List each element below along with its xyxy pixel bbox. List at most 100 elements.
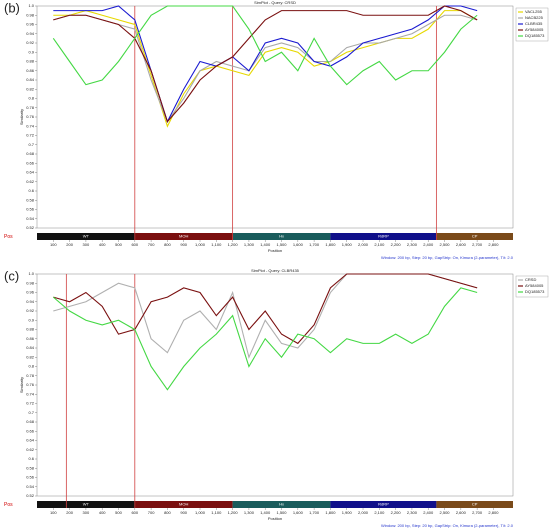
series-line bbox=[53, 5, 478, 123]
genome-region bbox=[37, 233, 135, 240]
x-tick-label: 2,000 bbox=[358, 242, 369, 247]
series-line bbox=[53, 5, 478, 124]
y-tick-label: 0.92 bbox=[26, 308, 35, 313]
y-tick-label: 0.96 bbox=[26, 290, 35, 295]
legend-label: VACL255 bbox=[525, 9, 543, 14]
genome-region bbox=[134, 501, 233, 508]
plot-area bbox=[36, 5, 514, 229]
genome-label: Pos bbox=[4, 234, 13, 240]
genome-region bbox=[436, 501, 513, 508]
x-tick-label: 2,300 bbox=[407, 510, 418, 515]
y-axis-label: Similarity bbox=[19, 377, 24, 393]
x-tick-label: 1,000 bbox=[195, 242, 206, 247]
y-tick-label: 0.6 bbox=[28, 188, 34, 193]
y-tick-label: 0.88 bbox=[26, 59, 35, 64]
y-tick-label: 1.0 bbox=[28, 271, 34, 276]
x-tick-label: 1,400 bbox=[260, 242, 271, 247]
y-tick-label: 0.76 bbox=[26, 114, 35, 119]
region-label: MOH bbox=[179, 234, 188, 239]
y-tick-label: 0.54 bbox=[26, 484, 35, 489]
x-tick-label: 100 bbox=[50, 242, 57, 247]
x-tick-label: 2,000 bbox=[358, 510, 369, 515]
y-tick-label: 0.72 bbox=[26, 401, 35, 406]
region-label: RdRP bbox=[378, 502, 389, 507]
x-axis-label: Position bbox=[268, 516, 282, 521]
x-tick-label: 2,800 bbox=[488, 242, 499, 247]
x-tick-label: 700 bbox=[148, 242, 155, 247]
x-tick-label: 1,800 bbox=[325, 242, 336, 247]
y-tick-label: 0.7 bbox=[28, 142, 34, 147]
y-tick-label: 0.56 bbox=[26, 207, 35, 212]
x-tick-label: 800 bbox=[164, 242, 171, 247]
x-tick-label: 300 bbox=[83, 510, 90, 515]
x-tick-label: 2,200 bbox=[391, 242, 402, 247]
legend-label: DQ185573 bbox=[525, 33, 545, 38]
x-tick-label: 2,700 bbox=[472, 510, 483, 515]
footer: Window: 200 bp, Step: 20 bp, GapStrip: O… bbox=[381, 523, 514, 528]
y-tick-label: 0.56 bbox=[26, 475, 35, 480]
y-tick-label: 0.9 bbox=[28, 317, 34, 322]
series-line bbox=[53, 273, 478, 359]
region-label: CP bbox=[472, 234, 478, 239]
series-line bbox=[53, 273, 478, 345]
y-tick-label: 0.66 bbox=[26, 428, 35, 433]
y-tick-label: 0.74 bbox=[26, 391, 35, 396]
y-tick-label: 0.6 bbox=[28, 456, 34, 461]
x-tick-label: 1,200 bbox=[228, 510, 239, 515]
y-tick-label: 0.86 bbox=[26, 68, 35, 73]
x-tick-label: 1,600 bbox=[293, 510, 304, 515]
legend-label: CLBR435 bbox=[525, 21, 543, 26]
y-tick-label: 0.66 bbox=[26, 160, 35, 165]
y-tick-label: 0.62 bbox=[26, 447, 35, 452]
y-tick-label: 0.62 bbox=[26, 179, 35, 184]
x-axis-label: Position bbox=[268, 248, 282, 253]
x-tick-label: 1,100 bbox=[211, 242, 222, 247]
y-tick-label: 0.78 bbox=[26, 105, 35, 110]
chart-title: SimPlot - Query: CLBR435 bbox=[251, 268, 300, 273]
x-tick-label: 400 bbox=[99, 242, 106, 247]
legend-label: AY584005 bbox=[525, 27, 544, 32]
series-line bbox=[53, 10, 478, 128]
x-tick-label: 1,400 bbox=[260, 510, 271, 515]
x-tick-label: 2,500 bbox=[440, 242, 451, 247]
x-tick-label: 1,500 bbox=[277, 510, 288, 515]
y-tick-label: 0.76 bbox=[26, 382, 35, 387]
region-label: CP bbox=[472, 502, 478, 507]
y-tick-label: 0.84 bbox=[26, 77, 35, 82]
x-tick-label: 2,500 bbox=[440, 510, 451, 515]
x-tick-label: 2,700 bbox=[472, 242, 483, 247]
y-tick-label: 0.82 bbox=[26, 86, 35, 91]
x-tick-label: 600 bbox=[131, 510, 138, 515]
region-label: WT bbox=[83, 502, 90, 507]
y-tick-label: 0.98 bbox=[26, 280, 35, 285]
x-tick-label: 2,400 bbox=[423, 510, 434, 515]
x-tick-label: 600 bbox=[131, 242, 138, 247]
x-tick-label: 900 bbox=[180, 242, 187, 247]
y-tick-label: 0.86 bbox=[26, 336, 35, 341]
y-tick-label: 0.84 bbox=[26, 345, 35, 350]
x-tick-label: 2,600 bbox=[456, 510, 467, 515]
y-tick-label: 0.92 bbox=[26, 40, 35, 45]
y-tick-label: 0.7 bbox=[28, 410, 34, 415]
x-tick-label: 1,300 bbox=[244, 510, 255, 515]
y-tick-label: 0.58 bbox=[26, 197, 35, 202]
legend-label: NACB225 bbox=[525, 15, 544, 20]
genome-region bbox=[37, 501, 135, 508]
x-tick-label: 1,900 bbox=[342, 510, 353, 515]
x-tick-label: 1,100 bbox=[211, 510, 222, 515]
y-tick-label: 0.8 bbox=[28, 96, 34, 101]
series-line bbox=[53, 14, 478, 123]
y-tick-label: 0.94 bbox=[26, 299, 35, 304]
y-tick-label: 0.9 bbox=[28, 49, 34, 54]
y-tick-label: 0.58 bbox=[26, 465, 35, 470]
x-tick-label: 500 bbox=[115, 242, 122, 247]
genome-region bbox=[330, 233, 437, 240]
region-label: Hx bbox=[279, 502, 284, 507]
region-label: WT bbox=[83, 234, 90, 239]
x-tick-label: 2,800 bbox=[488, 510, 499, 515]
panel-label: (c) bbox=[4, 268, 19, 283]
x-tick-label: 2,400 bbox=[423, 242, 434, 247]
x-tick-label: 1,700 bbox=[309, 510, 320, 515]
y-tick-label: 0.88 bbox=[26, 327, 35, 332]
